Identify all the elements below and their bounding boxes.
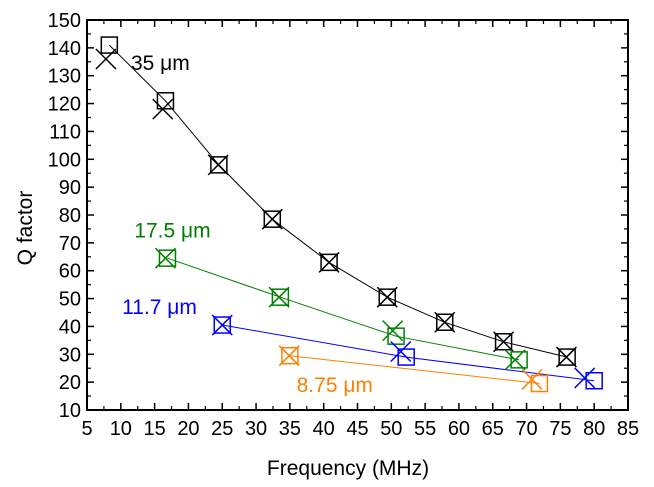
y-tick-label: 110 — [49, 121, 81, 143]
y-tick-label: 80 — [59, 205, 81, 227]
square-marker — [530, 374, 549, 393]
x-tick-label: 25 — [211, 418, 233, 440]
x-tick-label: 10 — [110, 418, 132, 440]
square-marker — [378, 288, 397, 306]
x-tick-label: 80 — [583, 418, 605, 440]
cross-marker — [390, 340, 412, 363]
cross-marker — [278, 345, 300, 367]
square-marker — [281, 346, 299, 365]
cross-marker — [211, 314, 233, 336]
x-tick-label: 85 — [617, 418, 639, 440]
cross-marker — [318, 251, 340, 273]
y-tick-label: 130 — [48, 66, 81, 88]
x-tick-label: 30 — [245, 418, 267, 440]
cross-marker — [268, 286, 290, 308]
cross-marker — [154, 247, 176, 269]
x-tick-label: 15 — [144, 418, 166, 440]
cross-marker — [521, 368, 543, 390]
y-tick-label: 10 — [59, 400, 81, 422]
cross-marker — [493, 331, 515, 353]
series-lines — [108, 44, 595, 384]
x-tick-label: 75 — [549, 418, 571, 440]
series-line-17-5m — [167, 257, 520, 361]
y-tick-label: 30 — [59, 344, 81, 366]
y-tick-label: 90 — [59, 177, 81, 199]
y-tick-label: 150 — [48, 10, 81, 32]
square-marker — [210, 156, 228, 174]
x-tick-label: 70 — [515, 418, 537, 440]
square-marker — [397, 348, 415, 366]
series-markers — [95, 36, 603, 393]
axis-ticks — [86, 19, 629, 411]
square-marker — [213, 316, 231, 334]
y-tick-label: 20 — [59, 372, 81, 394]
square-marker — [494, 333, 513, 351]
y-axis-title: Q factor — [14, 191, 37, 266]
square-marker — [263, 210, 282, 228]
y-tick-label: 70 — [59, 233, 81, 255]
cross-marker — [555, 346, 577, 368]
y-tick-label: 60 — [59, 261, 81, 283]
square-marker — [558, 348, 576, 366]
square-marker — [158, 249, 177, 267]
tick-labels: 5 10 15 20 25 30 35 40 45 50 55 60 65 70 75 80 851020304… — [48, 10, 640, 440]
square-marker — [585, 372, 603, 390]
series-label: 17.5 μm — [134, 219, 210, 242]
square-marker — [320, 253, 338, 272]
cross-marker — [574, 367, 596, 389]
x-tick-label: 45 — [346, 418, 368, 440]
y-tick-label: 140 — [48, 38, 81, 60]
cross-marker — [261, 208, 283, 230]
series-line-8-75m — [289, 355, 540, 384]
x-tick-label: 35 — [279, 418, 301, 440]
square-marker — [510, 351, 528, 369]
square-marker — [100, 36, 119, 54]
cross-marker — [152, 98, 174, 120]
y-tick-label: 120 — [48, 94, 81, 116]
x-tick-label: 20 — [177, 418, 199, 440]
x-tick-label: 65 — [482, 418, 504, 440]
y-tick-label: 100 — [48, 149, 81, 171]
y-tick-label: 50 — [59, 289, 81, 311]
square-marker — [271, 288, 290, 306]
series-label: 8.75 μm — [297, 374, 373, 397]
x-tick-label: 50 — [380, 418, 402, 440]
plot-area — [86, 19, 629, 411]
square-marker — [435, 313, 454, 331]
cross-marker — [95, 48, 117, 70]
y-tick-label: 40 — [59, 316, 81, 338]
cross-marker — [376, 286, 398, 308]
x-tick-label: 55 — [414, 418, 436, 440]
x-tick-label: 40 — [313, 418, 335, 440]
x-axis-title: Frequency (MHz) — [267, 457, 429, 480]
cross-marker — [207, 154, 229, 176]
series-labels: 35 μm 17.5 μm 11.7 μm 8.75 μm — [122, 52, 373, 397]
series-label: 35 μm — [131, 52, 190, 75]
x-tick-label: 5 — [81, 418, 92, 440]
square-marker — [156, 92, 175, 110]
cross-marker — [382, 320, 404, 342]
plot-frame — [86, 19, 629, 411]
cross-marker — [504, 349, 526, 371]
x-tick-label: 60 — [448, 418, 470, 440]
series-label: 11.7 μm — [122, 296, 197, 319]
cross-marker — [434, 311, 456, 333]
